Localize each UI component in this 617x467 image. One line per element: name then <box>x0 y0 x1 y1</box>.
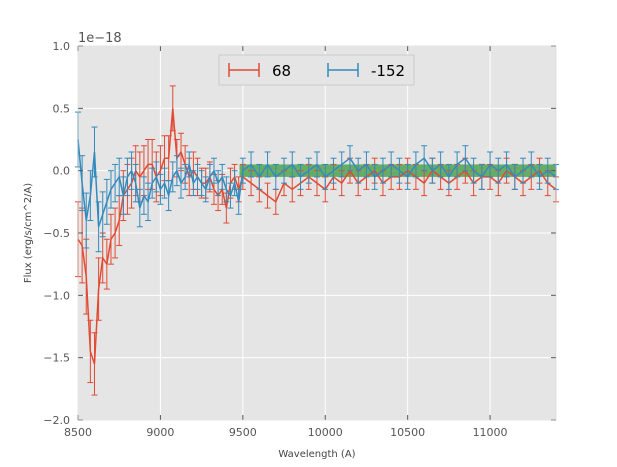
tick-layer: 8500 9000 9500 10000 10500 11000 −2.0 −1.5 −1.0 −… <box>43 40 556 439</box>
x-tick-label: 11000 <box>473 426 508 439</box>
legend-entry-68: 68 <box>228 62 291 80</box>
y-offset-label: 1e−18 <box>78 31 122 46</box>
y-axis-label: Flux (erg/s/cm^2/A) <box>23 183 34 283</box>
y-tick-label: −0.5 <box>43 227 70 240</box>
legend-entry-152: -152 <box>327 62 405 80</box>
x-tick-label: 8500 <box>64 426 92 439</box>
series-1 <box>75 111 559 253</box>
legend: 68 -152 <box>218 54 415 86</box>
x-axis-label: Wavelength (A) <box>278 449 355 460</box>
plot-frame <box>77 45 557 421</box>
y-tick-label: −1.5 <box>43 352 70 365</box>
y-tick-label: 0.0 <box>53 165 71 178</box>
series-line-1 <box>77 139 557 228</box>
x-tick-label: 10000 <box>308 426 343 439</box>
y-tick-label: 0.5 <box>53 102 71 115</box>
y-tick-label: −2.0 <box>43 414 70 427</box>
y-tick-label: −1.0 <box>43 289 70 302</box>
legend-label-152: -152 <box>371 62 405 80</box>
x-tick-label: 9000 <box>146 426 174 439</box>
legend-label-68: 68 <box>272 62 291 80</box>
y-tick-label: 1.0 <box>53 40 71 53</box>
x-tick-label: 9500 <box>229 426 257 439</box>
x-tick-label: 10500 <box>390 426 425 439</box>
